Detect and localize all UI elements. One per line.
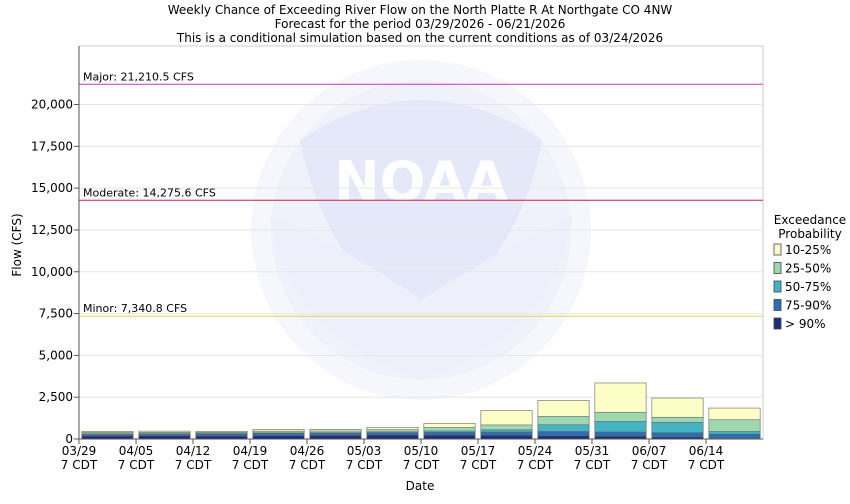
x-tick-sublabel: 7 CDT <box>346 458 383 472</box>
chart-title: Weekly Chance of Exceeding River Flow on… <box>168 3 673 17</box>
x-tick-label: 04/05 <box>119 444 154 458</box>
y-gridlines <box>79 104 763 398</box>
svg-text:NOAA: NOAA <box>334 150 507 213</box>
x-tick-label: 04/12 <box>176 444 211 458</box>
legend-swatch-0 <box>773 317 782 330</box>
x-tick-sublabel: 7 CDT <box>175 458 212 472</box>
legend: Exceedance Probability 10-25% 25-50% 50-75… <box>773 213 846 331</box>
chart-subtitle-period: Forecast for the period 03/29/2026 - 06/… <box>275 17 566 31</box>
bar--90--3 <box>252 435 305 440</box>
x-tick-label: 05/17 <box>461 444 496 458</box>
x-tick-sublabel: 7 CDT <box>232 458 269 472</box>
x-tick-sublabel: 7 CDT <box>289 458 326 472</box>
legend-items: 10-25% 25-50% 50-75% 75-90% > 90% <box>773 243 831 331</box>
x-tick-label: 06/14 <box>689 444 724 458</box>
bar--90--5 <box>366 434 419 440</box>
y-tick-label: 7,500 <box>39 307 73 321</box>
x-tick-label: 04/19 <box>233 444 268 458</box>
x-tick-label: 05/31 <box>575 444 610 458</box>
bar--90--7 <box>480 435 533 440</box>
y-tick-label: 17,500 <box>31 139 73 153</box>
x-tick-label: 05/10 <box>404 444 439 458</box>
threshold-label-0: Major: 21,210.5 CFS <box>83 70 194 83</box>
y-axis-label: Flow (CFS) <box>10 213 24 276</box>
y-tick-label: 10,000 <box>31 265 73 279</box>
x-tick-sublabel: 7 CDT <box>118 458 155 472</box>
x-tick-label: 06/07 <box>632 444 667 458</box>
x-tick-label: 03/29 <box>62 444 97 458</box>
bar--90--6 <box>423 434 476 440</box>
x-tick-sublabel: 7 CDT <box>688 458 725 472</box>
x-tick-sublabel: 7 CDT <box>631 458 668 472</box>
legend-label-2: 50-75% <box>785 280 831 294</box>
threshold-lines: Major: 21,210.5 CFS Moderate: 14,275.6 CF… <box>79 70 763 317</box>
y-tick-label: 2,500 <box>39 390 73 404</box>
legend-label-0: > 90% <box>785 317 826 331</box>
x-tick-sublabel: 7 CDT <box>460 458 497 472</box>
bar--90--4 <box>309 435 362 440</box>
x-axis-label: Date <box>406 479 435 493</box>
bars <box>81 382 761 440</box>
x-tick-label: 05/24 <box>518 444 553 458</box>
x-tick-sublabel: 7 CDT <box>517 458 554 472</box>
x-tick-label: 05/03 <box>347 444 382 458</box>
legend-label-4: 10-25% <box>785 243 831 257</box>
y-tick-label: 20,000 <box>31 98 73 112</box>
x-tick-label: 04/26 <box>290 444 325 458</box>
legend-swatch-2 <box>773 280 782 293</box>
legend-title-line-1: Exceedance <box>774 213 846 227</box>
legend-swatch-4 <box>773 243 782 256</box>
legend-label-1: 75-90% <box>785 299 831 313</box>
y-tick-label: 5,000 <box>39 348 73 362</box>
legend-label-3: 25-50% <box>785 262 831 276</box>
y-tick-label: 0 <box>65 432 73 446</box>
legend-title-line-2: Probability <box>778 227 841 241</box>
x-tick-sublabel: 7 CDT <box>403 458 440 472</box>
legend-swatch-1 <box>773 299 782 311</box>
axes: 0 2,500 5,000 7,500 10,000 12,500 15,000 17,500… <box>31 46 763 472</box>
threshold-label-2: Minor: 7,340.8 CFS <box>83 302 187 315</box>
x-tick-sublabel: 7 CDT <box>574 458 611 472</box>
noaa-watermark: NOAA <box>251 60 591 400</box>
threshold-label-1: Moderate: 14,275.6 CFS <box>83 186 216 199</box>
chart-subtitle-conditions: This is a conditional simulation based o… <box>176 31 663 45</box>
y-tick-label: 15,000 <box>31 181 73 195</box>
y-tick-label: 12,500 <box>31 223 73 237</box>
legend-swatch-3 <box>773 262 782 274</box>
x-tick-sublabel: 7 CDT <box>61 458 98 472</box>
